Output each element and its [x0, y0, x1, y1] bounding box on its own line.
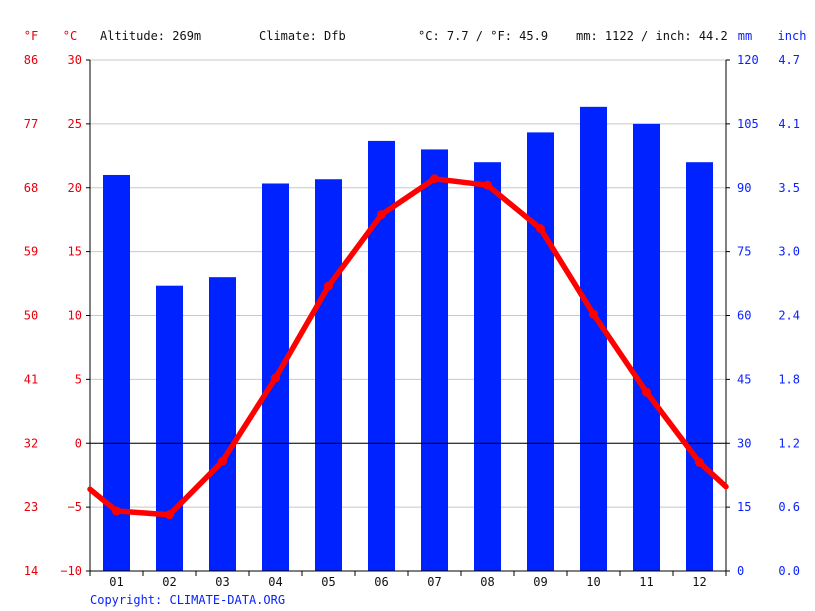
celsius-tick-label: 10 [68, 309, 82, 323]
gridlines [90, 59, 726, 572]
celsius-tick-label: 15 [68, 245, 82, 259]
inch-tick-label: 3.5 [778, 181, 800, 195]
fahrenheit-axis-label: °F [24, 29, 38, 43]
inch-tick-label: 3.0 [778, 245, 800, 259]
temperature-point [483, 180, 492, 190]
fahrenheit-tick-label: 86 [24, 53, 38, 67]
mm-tick-label: 30 [737, 436, 751, 450]
month-label: 12 [692, 575, 706, 589]
inch-tick-label: 2.4 [778, 309, 800, 323]
month-label: 07 [427, 575, 441, 589]
month-label: 04 [268, 575, 282, 589]
month-label: 05 [321, 575, 335, 589]
inch-tick-label: 4.1 [778, 117, 800, 131]
mm-tick-label: 15 [737, 500, 751, 514]
fahrenheit-tick-label: 32 [24, 436, 38, 450]
temperature-point [536, 224, 545, 234]
temperature-line [87, 176, 729, 518]
mm-tick-label: 0 [737, 564, 744, 578]
inch-tick-label: 1.8 [778, 372, 800, 386]
fahrenheit-tick-label: 41 [24, 372, 38, 386]
fahrenheit-tick-label: 59 [24, 245, 38, 259]
inch-tick-label: 4.7 [778, 53, 800, 67]
precipitation-bar [474, 162, 501, 571]
temperature-point [430, 174, 439, 184]
tick-labels: 867768595041322314302520151050−5−1012010… [24, 53, 800, 589]
temperature-point [642, 387, 651, 397]
celsius-tick-label: 5 [75, 372, 82, 386]
month-label: 01 [109, 575, 123, 589]
month-label: 10 [586, 575, 600, 589]
temperature-point [695, 457, 704, 467]
celsius-tick-label: −10 [60, 564, 82, 578]
mm-tick-label: 60 [737, 309, 751, 323]
mm-axis-label: mm [738, 29, 752, 43]
precipitation-bars [103, 106, 713, 572]
temperature-point [218, 456, 227, 466]
month-label: 09 [533, 575, 547, 589]
fahrenheit-tick-label: 77 [24, 117, 38, 131]
climate-label: Climate: Dfb [259, 29, 346, 43]
fahrenheit-tick-label: 50 [24, 309, 38, 323]
celsius-tick-label: 25 [68, 117, 82, 131]
precipitation-bar [156, 285, 183, 571]
chart-axes [86, 59, 730, 576]
precipitation-bar [527, 132, 554, 571]
altitude-label: Altitude: 269m [100, 29, 201, 43]
mm-tick-label: 105 [737, 117, 759, 131]
month-label: 11 [639, 575, 653, 589]
inch-tick-label: 0.6 [778, 500, 800, 514]
precipitation-bar [315, 179, 342, 571]
precipitation-bar [421, 149, 448, 572]
precipitation-bar [209, 277, 236, 571]
celsius-tick-label: 0 [75, 436, 82, 450]
temperature-point [165, 510, 174, 520]
month-label: 08 [480, 575, 494, 589]
month-label: 02 [162, 575, 176, 589]
mm-tick-label: 90 [737, 181, 751, 195]
mm-tick-label: 75 [737, 245, 751, 259]
precipitation-total-label: mm: 1122 / inch: 44.2 [576, 29, 728, 43]
month-label: 03 [215, 575, 229, 589]
temperature-point [589, 309, 598, 319]
temperature-average-label: °C: 7.7 / °F: 45.9 [418, 29, 548, 43]
temperature-line-group [87, 174, 729, 520]
celsius-tick-label: 30 [68, 53, 82, 67]
inch-tick-label: 1.2 [778, 436, 800, 450]
inch-tick-label: 0.0 [778, 564, 800, 578]
celsius-tick-label: 20 [68, 181, 82, 195]
copyright-label: Copyright: CLIMATE-DATA.ORG [90, 593, 285, 607]
fahrenheit-tick-label: 23 [24, 500, 38, 514]
fahrenheit-tick-label: 68 [24, 181, 38, 195]
precipitation-bar [580, 106, 607, 571]
precipitation-bar [633, 123, 660, 571]
precipitation-bar [686, 162, 713, 571]
temperature-point [271, 373, 280, 383]
inch-axis-label: inch [778, 29, 807, 43]
mm-tick-label: 120 [737, 53, 759, 67]
celsius-axis-label: °C [63, 29, 77, 43]
temperature-point [377, 210, 386, 220]
temperature-point [324, 281, 333, 291]
celsius-tick-label: −5 [68, 500, 82, 514]
fahrenheit-tick-label: 14 [24, 564, 38, 578]
mm-tick-label: 45 [737, 372, 751, 386]
temperature-point [112, 506, 121, 516]
month-label: 06 [374, 575, 388, 589]
